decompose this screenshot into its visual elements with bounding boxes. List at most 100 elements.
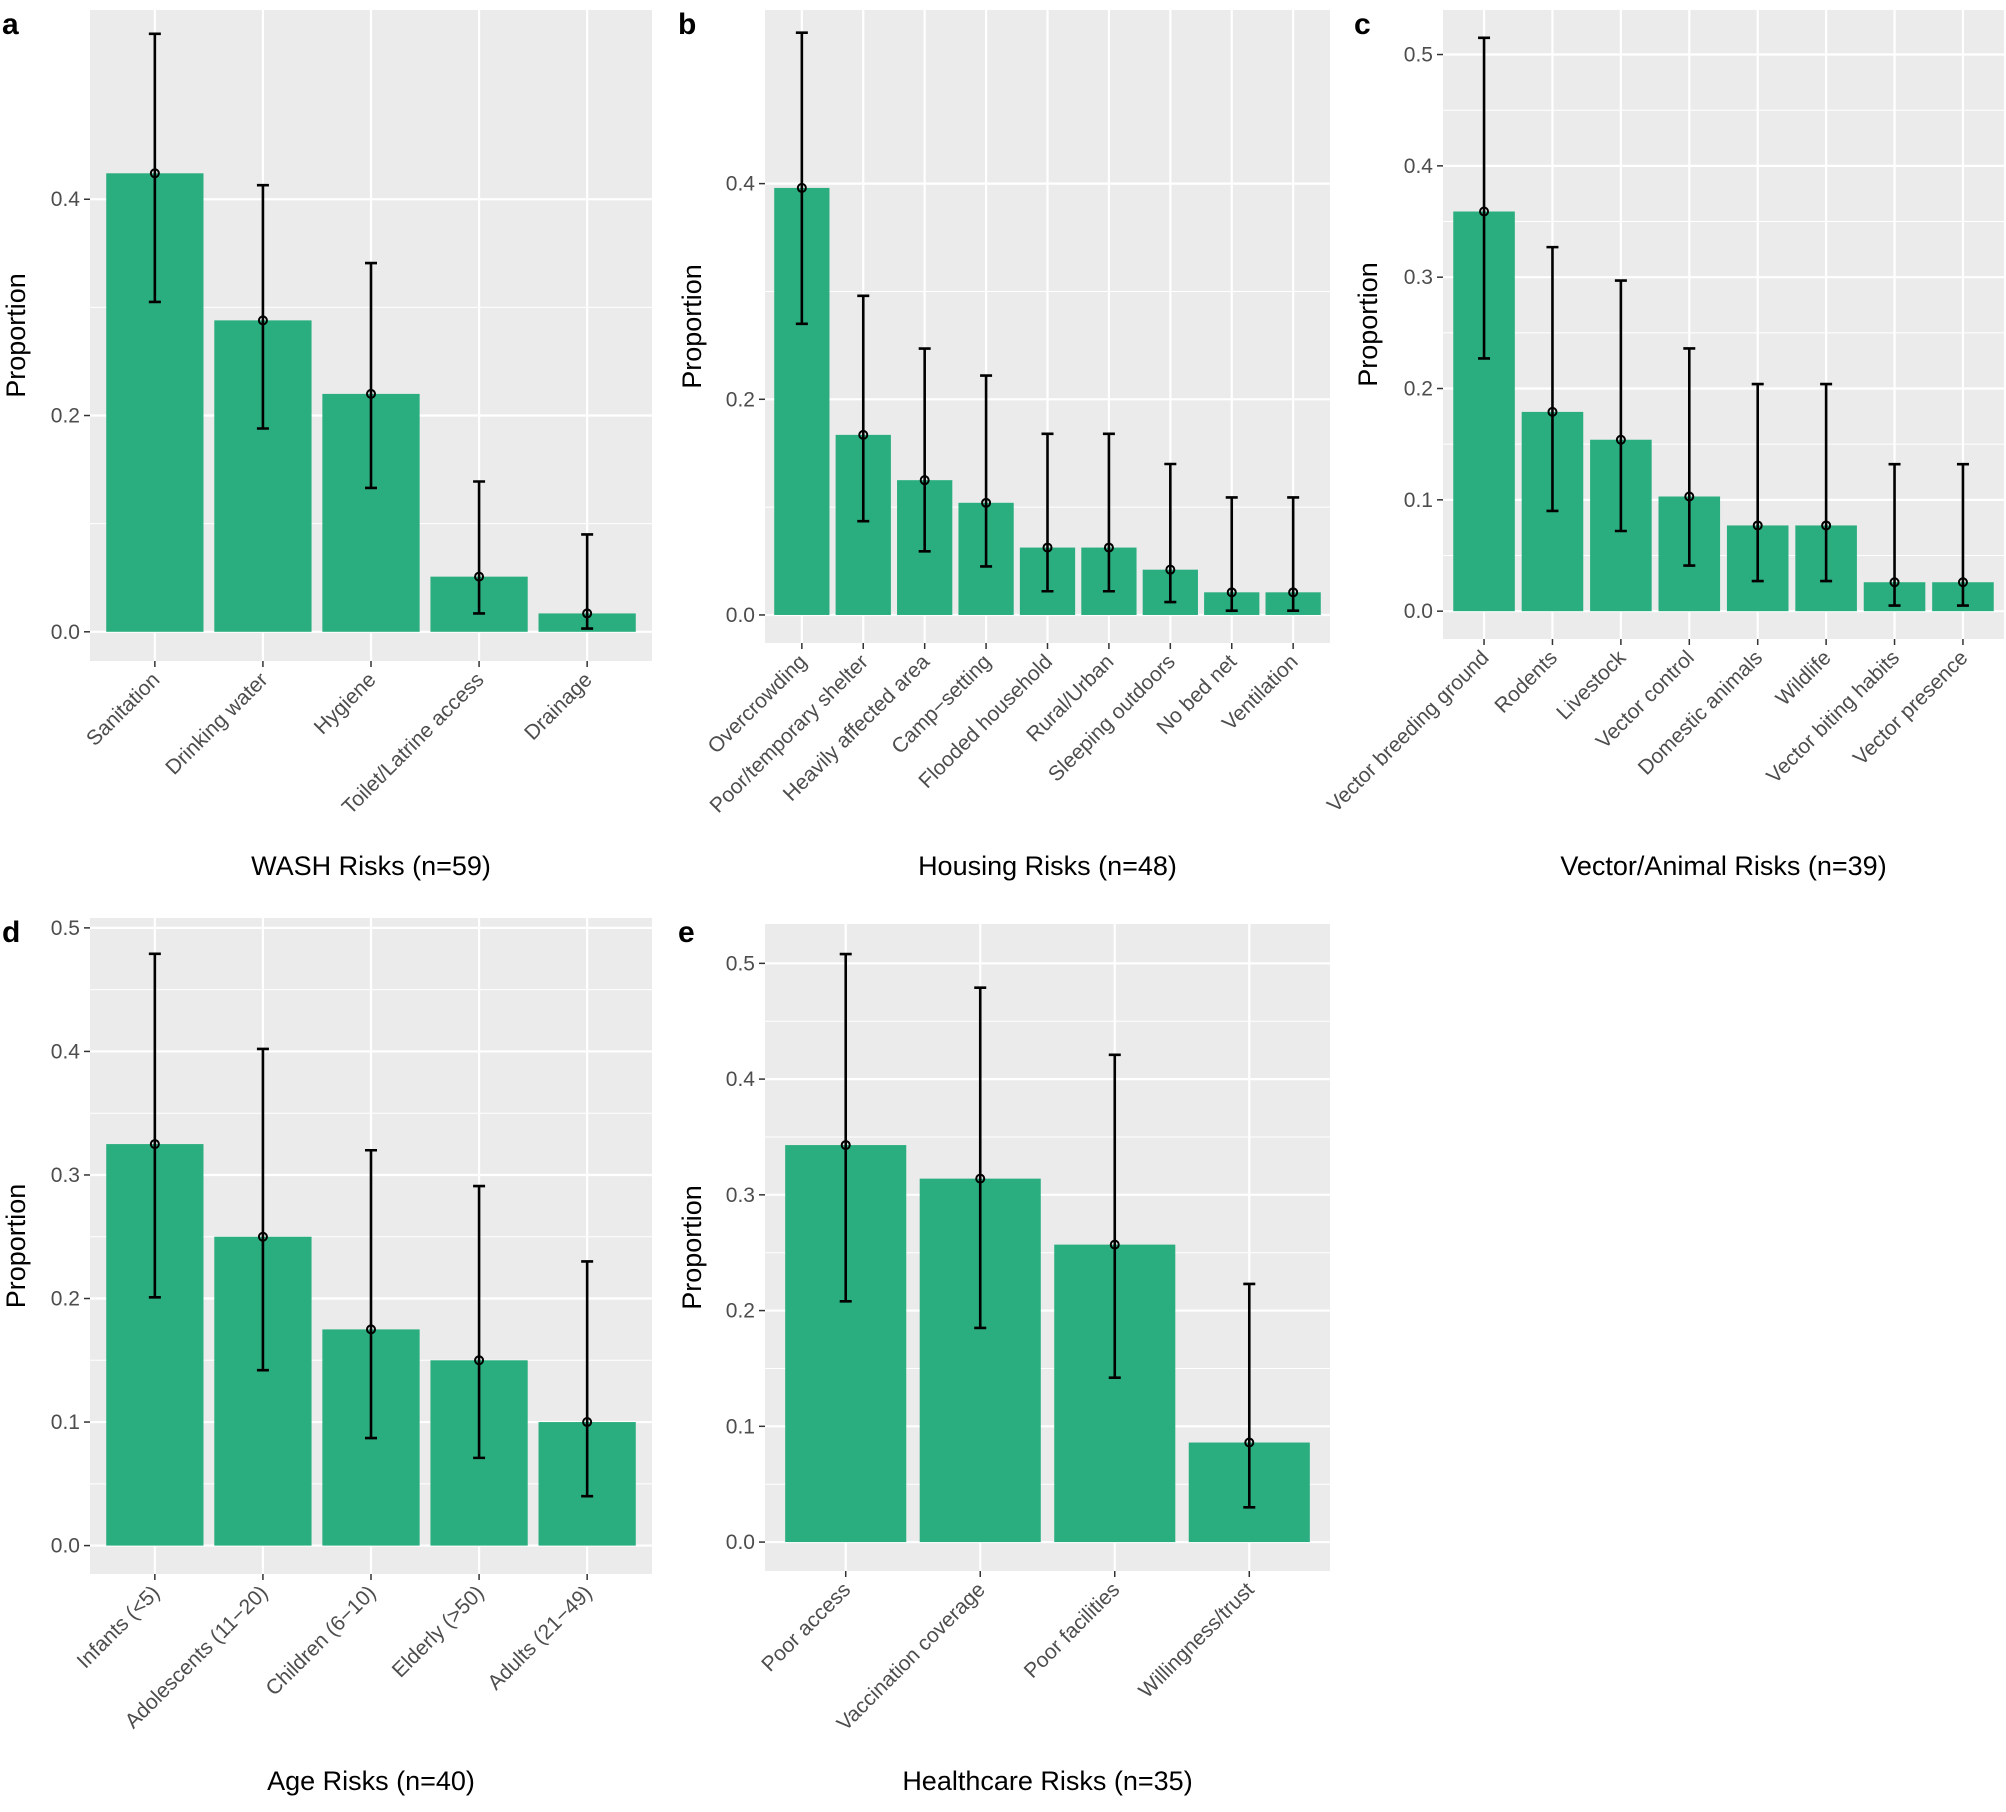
error-bar xyxy=(365,261,377,490)
y-tick-label: 0.2 xyxy=(1404,378,1433,401)
point xyxy=(975,1173,986,1184)
point xyxy=(1165,564,1176,575)
error-bar xyxy=(473,1184,486,1460)
y-tick-label: 0.0 xyxy=(726,1531,755,1554)
point xyxy=(796,182,807,193)
y-axis-title: Proportion xyxy=(677,264,707,389)
error-bar xyxy=(1287,496,1300,612)
point xyxy=(1957,577,1968,588)
point xyxy=(366,1324,376,1335)
point xyxy=(474,1355,485,1366)
x-tick-label: Sanitation xyxy=(82,668,164,750)
y-tick-label: 0.4 xyxy=(1404,155,1434,178)
x-axis-title: Healthcare Risks (n=35) xyxy=(902,1766,1192,1796)
error-bar xyxy=(256,183,269,430)
error-bar xyxy=(1102,432,1115,593)
point xyxy=(257,315,268,326)
error-bar xyxy=(1820,382,1833,583)
error-bar xyxy=(1108,1053,1121,1380)
error-bar xyxy=(1164,462,1177,604)
point xyxy=(257,1231,268,1242)
y-tick-label: 0.0 xyxy=(51,1535,80,1558)
point xyxy=(1821,520,1832,531)
y-tick-label: 0.2 xyxy=(726,388,755,411)
error-bar xyxy=(1478,36,1491,360)
panel: 0.0 0.1 0.2 0.3 0.4 0.5 Vector breeding ground… xyxy=(1323,8,2004,881)
panel-tag: d xyxy=(2,916,20,949)
y-tick-label: 0.4 xyxy=(726,173,756,196)
point xyxy=(1244,1437,1255,1448)
error-bar xyxy=(795,31,808,326)
y-tick-label: 0.5 xyxy=(726,952,755,975)
y-axis-title: Proportion xyxy=(1,273,31,398)
y-axis-title: Proportion xyxy=(677,1185,707,1310)
x-tick-label: Vector breeding ground xyxy=(1323,646,1494,817)
point xyxy=(1479,206,1490,217)
y-tick-label: 0.5 xyxy=(51,917,80,940)
point xyxy=(919,475,930,486)
point xyxy=(1547,406,1558,417)
point xyxy=(981,497,992,508)
point xyxy=(1288,587,1299,598)
x-tick-label: Wildlife xyxy=(1772,646,1836,710)
x-tick-label: Rodents xyxy=(1490,646,1562,718)
x-tick-label: Poor facilities xyxy=(1020,1578,1125,1683)
x-tick-label: Vector presence xyxy=(1849,646,1973,770)
error-bar xyxy=(365,1148,377,1440)
panel-tag: c xyxy=(1354,8,1371,41)
point xyxy=(582,1417,593,1428)
error-bar xyxy=(1956,462,1969,607)
error-bar xyxy=(1888,462,1901,607)
point xyxy=(858,429,869,440)
error-bar xyxy=(148,32,161,304)
error-bar xyxy=(1751,382,1764,583)
y-tick-label: 0.2 xyxy=(51,405,80,428)
x-tick-label: Vector biting habits xyxy=(1762,646,1904,788)
x-tick-label: Infants (<5) xyxy=(73,1581,165,1673)
x-axis-title: Age Risks (n=40) xyxy=(267,1766,475,1796)
error-bar xyxy=(980,374,993,568)
x-tick-label: Willingness/trust xyxy=(1134,1578,1258,1702)
error-bar xyxy=(857,294,870,523)
point xyxy=(1226,587,1237,598)
y-axis-title: Proportion xyxy=(1,1184,31,1309)
point xyxy=(1103,542,1114,553)
x-tick-label: Vaccination coverage xyxy=(833,1578,990,1735)
point xyxy=(1684,491,1695,502)
point xyxy=(149,1139,160,1150)
point xyxy=(840,1140,851,1151)
error-bar xyxy=(256,1047,269,1372)
error-bar xyxy=(1546,245,1559,513)
x-tick-label: Hygiene xyxy=(310,668,381,739)
x-tick-label: Domestic animals xyxy=(1634,646,1767,779)
panel-tag: e xyxy=(678,916,695,949)
y-tick-label: 0.5 xyxy=(1404,44,1433,67)
error-bar xyxy=(1614,279,1627,533)
error-bar xyxy=(974,986,987,1330)
point xyxy=(1752,520,1763,531)
y-tick-label: 0.3 xyxy=(51,1164,80,1187)
y-tick-label: 0.3 xyxy=(726,1184,755,1207)
point xyxy=(149,168,160,179)
error-bar xyxy=(581,533,594,630)
error-bar xyxy=(918,347,931,553)
y-tick-label: 0.2 xyxy=(726,1300,755,1323)
error-bar xyxy=(581,1260,594,1498)
x-tick-label: Drainage xyxy=(520,668,597,745)
x-axis-title: Vector/Animal Risks (n=39) xyxy=(1560,851,1886,881)
x-tick-label: Elderly (>50) xyxy=(388,1581,489,1682)
y-tick-label: 0.0 xyxy=(1404,600,1433,623)
x-axis-title: WASH Risks (n=59) xyxy=(251,851,491,881)
y-tick-label: 0.4 xyxy=(51,1040,81,1063)
point xyxy=(1042,542,1053,553)
y-tick-label: 0.1 xyxy=(51,1411,80,1434)
error-bar xyxy=(1243,1282,1256,1509)
y-tick-label: 0.1 xyxy=(1404,489,1433,512)
error-bar xyxy=(1683,347,1696,567)
y-tick-label: 0.3 xyxy=(1404,266,1433,289)
y-axis-title: Proportion xyxy=(1353,262,1383,387)
point xyxy=(1889,577,1900,588)
error-bar xyxy=(473,480,486,615)
